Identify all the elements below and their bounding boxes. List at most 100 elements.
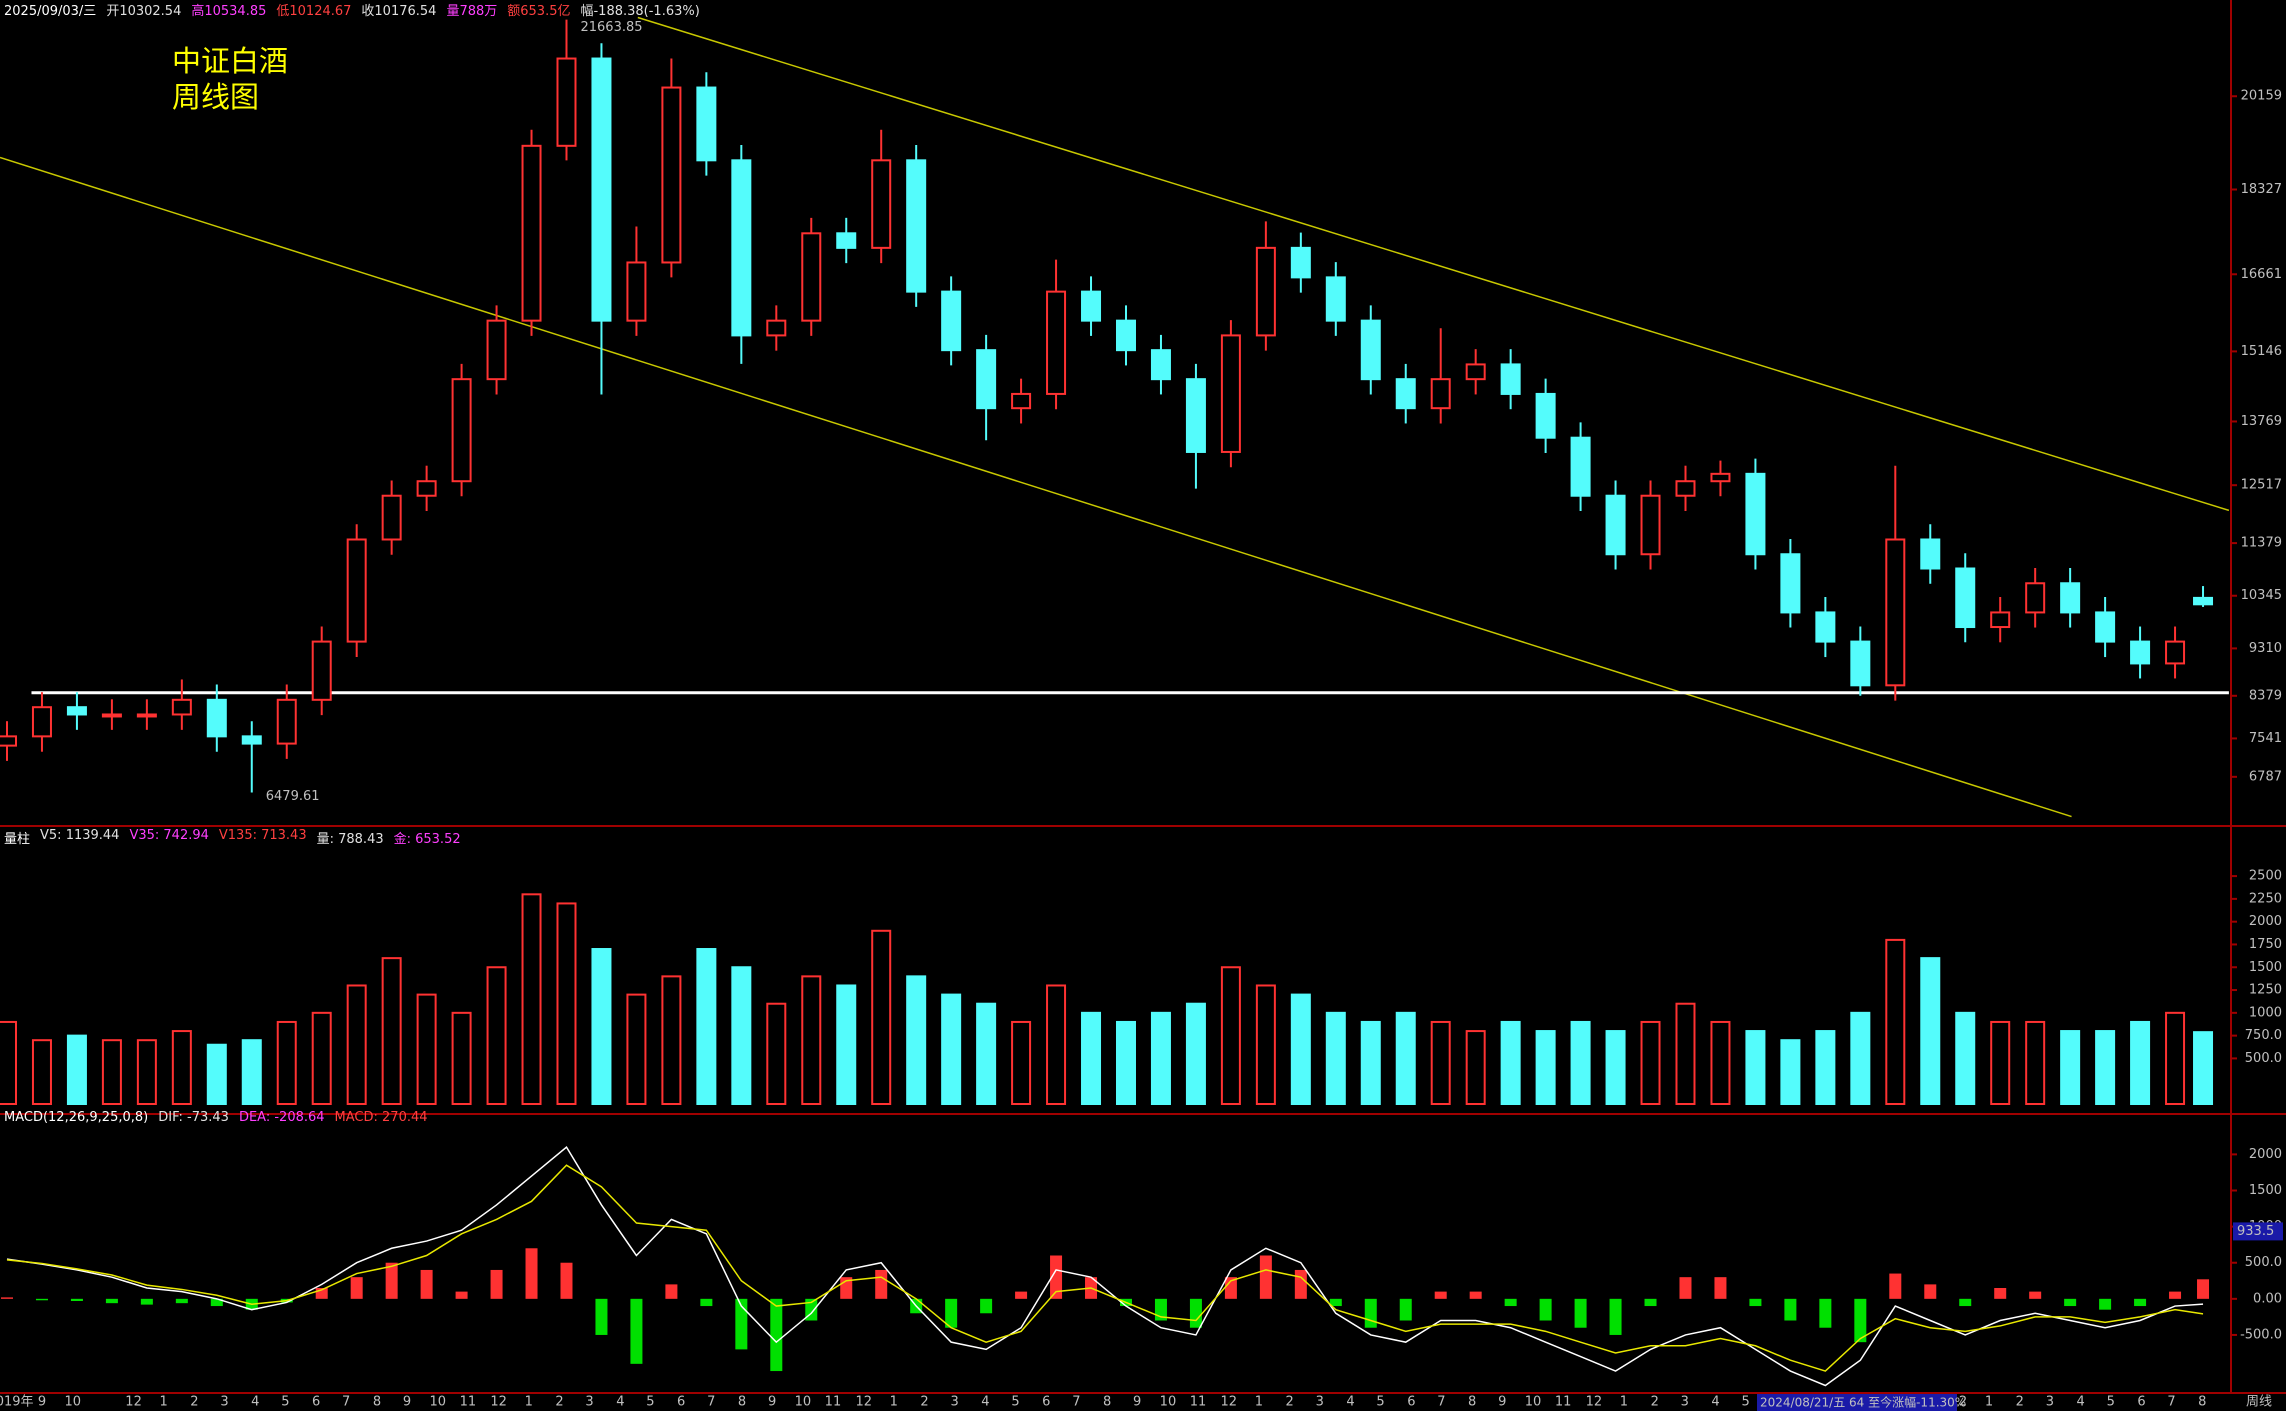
macd-bar xyxy=(420,1269,433,1299)
candle-body xyxy=(871,159,892,249)
x-tick-label: 3 xyxy=(1681,1395,1689,1410)
macd-bar xyxy=(1434,1291,1447,1299)
x-tick-label: 2 xyxy=(920,1395,928,1410)
x-tick-label: 12 xyxy=(1221,1395,1238,1410)
macd-bar xyxy=(595,1298,608,1335)
macd-bar xyxy=(2134,1298,2147,1307)
dif-line xyxy=(6,1146,2204,1387)
candle-body xyxy=(66,706,87,716)
chart-subtitle: 周线图 xyxy=(172,80,260,114)
volume-bar xyxy=(591,948,612,1105)
x-tick-label: 6 xyxy=(677,1395,685,1410)
candle-body xyxy=(1255,246,1276,337)
candle-body xyxy=(1115,319,1136,352)
macd-bar xyxy=(1224,1277,1237,1299)
y-tick-label: 750.0 xyxy=(2245,1028,2282,1043)
macd-bar xyxy=(1994,1288,2007,1299)
macd-bar xyxy=(175,1298,188,1304)
x-tick-label: 8 xyxy=(1468,1395,1476,1410)
candle-body xyxy=(1395,378,1416,410)
candle-body xyxy=(1570,436,1591,497)
y-tick-label: 16661 xyxy=(2241,267,2282,282)
macd-bar xyxy=(1399,1298,1412,1321)
macd-bar xyxy=(1714,1277,1727,1299)
y-tick-label: 0.00 xyxy=(2253,1291,2282,1306)
candle-body xyxy=(171,698,192,716)
macd-bar xyxy=(700,1298,713,1307)
x-tick-label: 9 xyxy=(768,1395,776,1410)
y-tick-label: 2250 xyxy=(2249,891,2282,906)
volume-bar xyxy=(1850,1011,1871,1105)
volume-bar xyxy=(486,966,507,1105)
x-tick-label: 4 xyxy=(1711,1395,1719,1410)
x-tick-label: 2 xyxy=(2016,1395,2024,1410)
x-tick-label: 9 xyxy=(403,1395,411,1410)
macd-bar xyxy=(2169,1291,2182,1299)
volume-bar xyxy=(206,1043,227,1106)
y-tick-label: 12517 xyxy=(2241,478,2282,493)
volume-bar xyxy=(276,1020,297,1105)
x-tick-label: 5 xyxy=(2107,1395,2115,1410)
macd-bar xyxy=(735,1298,748,1350)
range-box xyxy=(1757,1394,1957,1411)
macd-bar xyxy=(1644,1298,1657,1307)
macd-bar xyxy=(0,1297,13,1299)
x-tick-label: 6 xyxy=(2137,1395,2145,1410)
candle-body xyxy=(836,232,857,249)
low-label: 6479.61 xyxy=(266,789,320,804)
volume-bar xyxy=(836,984,857,1105)
macd-bar xyxy=(2029,1291,2042,1299)
y-tick-label: 13769 xyxy=(2241,414,2282,429)
x-tick-label: 8 xyxy=(373,1395,381,1410)
x-tick-label: 2 xyxy=(555,1395,563,1410)
macd-bar xyxy=(1015,1291,1028,1299)
macd-bar xyxy=(1924,1284,1937,1299)
macd-bar xyxy=(560,1262,573,1299)
x-tick-label: 11 xyxy=(1555,1395,1572,1410)
volume-bar xyxy=(416,993,437,1105)
indicator-value: V35: 742.94 xyxy=(129,828,209,843)
candle-body xyxy=(416,480,437,497)
candle-body xyxy=(591,57,612,322)
macd-bar xyxy=(945,1298,958,1328)
candle-body xyxy=(101,713,122,718)
x-tick-label: 4 xyxy=(1346,1395,1354,1410)
macd-bar xyxy=(1749,1298,1762,1307)
candle-body xyxy=(521,144,542,322)
macd-bar xyxy=(1504,1298,1517,1307)
volume-bar xyxy=(2060,1030,2081,1105)
macd-bar xyxy=(70,1298,83,1301)
volume-bar xyxy=(1115,1020,1136,1105)
volume-bar xyxy=(1920,957,1941,1105)
x-tick-label: 10 xyxy=(1525,1395,1542,1410)
x-tick-label: 10 xyxy=(795,1395,812,1410)
candle-body xyxy=(2060,582,2081,614)
x-tick-label: 3 xyxy=(951,1395,959,1410)
macd-bar xyxy=(1259,1255,1272,1299)
macd-bar xyxy=(1609,1298,1622,1335)
macd-bar xyxy=(490,1269,503,1299)
volume-bar xyxy=(1046,984,1067,1105)
candle-body xyxy=(1011,392,1032,410)
x-tick-label: 6 xyxy=(1042,1395,1050,1410)
volume-bar xyxy=(1325,1011,1346,1105)
x-tick-label: 1 xyxy=(1985,1395,1993,1410)
x-tick-label: 6 xyxy=(1407,1395,1415,1410)
candle-body xyxy=(2130,640,2151,665)
y-tick-label: 7541 xyxy=(2249,731,2282,746)
volume-bar xyxy=(1395,1011,1416,1105)
x-tick-label: 7 xyxy=(342,1395,350,1410)
trend-line xyxy=(0,156,2072,818)
volume-bar xyxy=(1011,1020,1032,1105)
volume-bar xyxy=(1990,1020,2011,1105)
candle-body xyxy=(1640,494,1661,556)
macd-bar xyxy=(1574,1298,1587,1328)
x-tick-label: 7 xyxy=(707,1395,715,1410)
x-tick-label: 10 xyxy=(430,1395,447,1410)
x-tick-label: 9 xyxy=(1498,1395,1506,1410)
macd-bar xyxy=(1854,1298,1867,1343)
macd-bar xyxy=(980,1298,993,1314)
x-tick-label: 10 xyxy=(64,1395,81,1410)
x-tick-label: 12 xyxy=(1586,1395,1603,1410)
